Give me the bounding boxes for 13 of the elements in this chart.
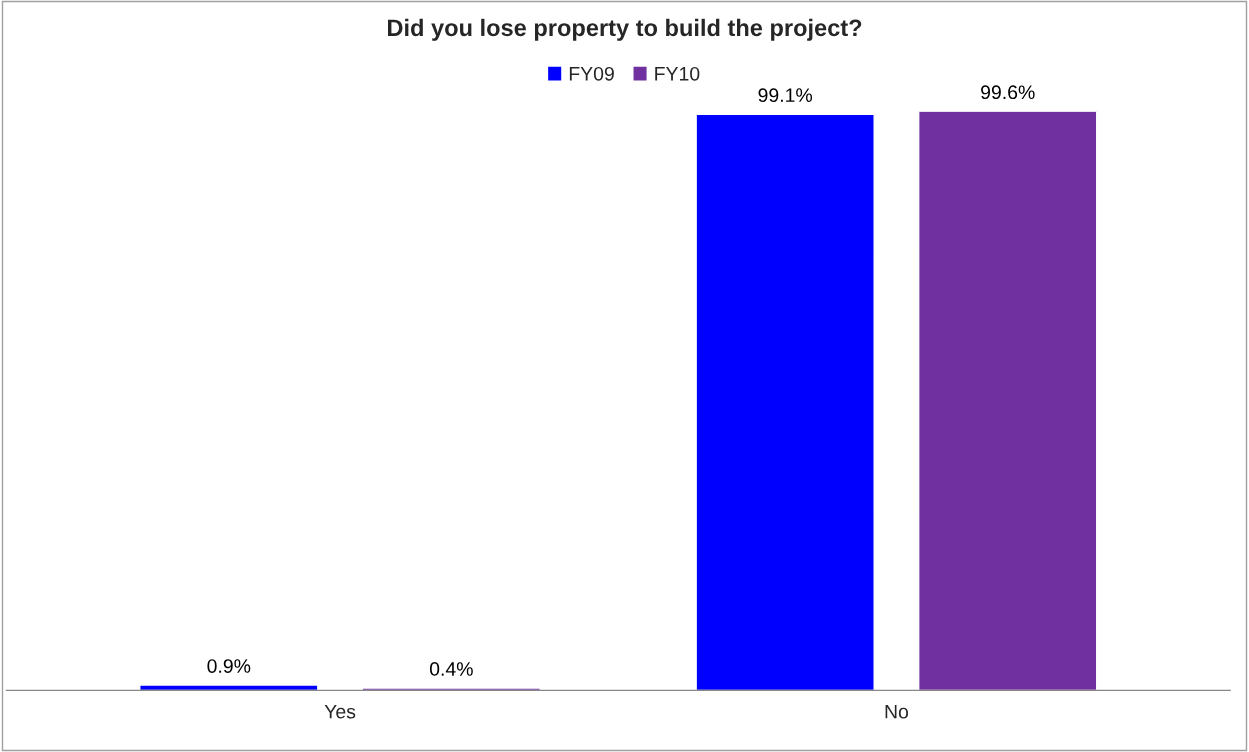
- x-tick-label: Yes: [324, 704, 356, 719]
- legend-label: FY09: [569, 66, 614, 81]
- data-label: 0.9%: [207, 659, 251, 673]
- data-label: 0.4%: [429, 662, 473, 676]
- data-label: 99.1%: [758, 88, 813, 103]
- bar: [918, 111, 1098, 691]
- bar: [695, 113, 875, 691]
- legend-label: FY10: [655, 66, 700, 81]
- bar: [361, 687, 542, 691]
- bar: [139, 684, 319, 691]
- data-label: 99.6%: [981, 85, 1035, 100]
- x-tick-label: No: [885, 704, 909, 719]
- chart-title: Did you lose property to build the project?: [388, 18, 862, 41]
